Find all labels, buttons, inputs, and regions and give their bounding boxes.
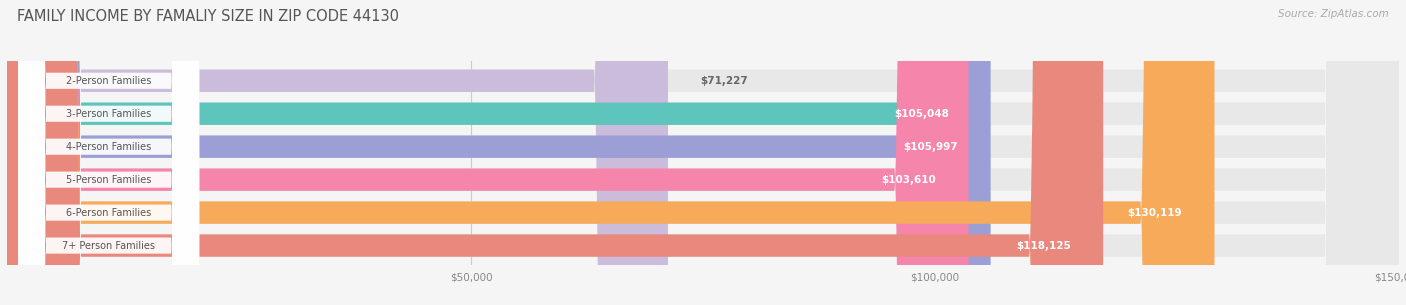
Text: $118,125: $118,125 <box>1017 241 1071 251</box>
FancyBboxPatch shape <box>18 0 200 305</box>
Text: 7+ Person Families: 7+ Person Families <box>62 241 155 251</box>
FancyBboxPatch shape <box>7 0 1399 305</box>
FancyBboxPatch shape <box>18 0 200 305</box>
Text: 6-Person Families: 6-Person Families <box>66 208 152 217</box>
Text: Source: ZipAtlas.com: Source: ZipAtlas.com <box>1278 9 1389 19</box>
FancyBboxPatch shape <box>7 0 1104 305</box>
Text: 3-Person Families: 3-Person Families <box>66 109 152 119</box>
FancyBboxPatch shape <box>7 0 668 305</box>
Text: 4-Person Families: 4-Person Families <box>66 142 152 152</box>
Text: 5-Person Families: 5-Person Families <box>66 175 152 185</box>
Text: $105,997: $105,997 <box>904 142 957 152</box>
FancyBboxPatch shape <box>18 0 200 305</box>
Text: $105,048: $105,048 <box>894 109 949 119</box>
Text: $103,610: $103,610 <box>882 175 936 185</box>
FancyBboxPatch shape <box>7 0 981 305</box>
FancyBboxPatch shape <box>18 0 200 305</box>
FancyBboxPatch shape <box>18 0 200 305</box>
Text: FAMILY INCOME BY FAMALIY SIZE IN ZIP CODE 44130: FAMILY INCOME BY FAMALIY SIZE IN ZIP COD… <box>17 9 399 24</box>
FancyBboxPatch shape <box>7 0 1399 305</box>
Text: $71,227: $71,227 <box>700 76 748 86</box>
FancyBboxPatch shape <box>7 0 969 305</box>
FancyBboxPatch shape <box>7 0 1215 305</box>
FancyBboxPatch shape <box>7 0 1399 305</box>
FancyBboxPatch shape <box>18 0 200 305</box>
FancyBboxPatch shape <box>7 0 1399 305</box>
FancyBboxPatch shape <box>7 0 1399 305</box>
Text: $130,119: $130,119 <box>1128 208 1182 217</box>
Text: 2-Person Families: 2-Person Families <box>66 76 152 86</box>
FancyBboxPatch shape <box>7 0 1399 305</box>
FancyBboxPatch shape <box>7 0 991 305</box>
